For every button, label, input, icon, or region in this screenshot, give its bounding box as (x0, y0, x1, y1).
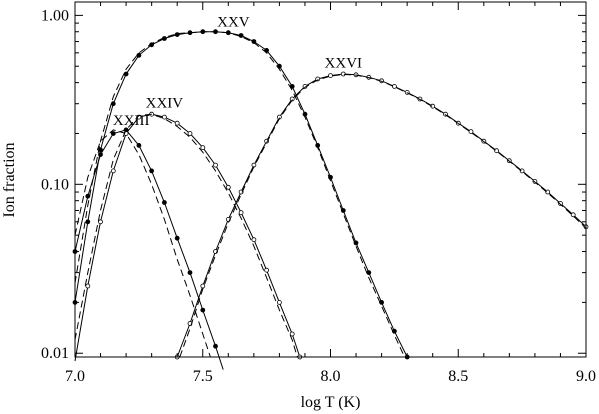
axes-layer: 7.0 7.5 8.0 8.5 9.0 0.01 0.10 1.00 (41, 2, 596, 385)
data-point (264, 267, 270, 273)
series-xxvi-dashed (179, 73, 587, 358)
data-point (225, 184, 231, 190)
data-point (353, 240, 359, 246)
data-point (494, 148, 500, 154)
data-point (85, 283, 91, 289)
data-point (110, 131, 116, 136)
x-tick-label: 7.0 (65, 368, 85, 385)
data-point (430, 103, 436, 109)
data-point (200, 283, 206, 289)
data-point (519, 168, 525, 174)
y-axis-title: Ion fraction (1, 142, 18, 217)
data-point (366, 270, 372, 276)
x-tick-label: 8.0 (321, 368, 341, 385)
data-point (468, 129, 474, 135)
data-point (213, 343, 218, 349)
data-point (136, 52, 142, 58)
ion-label-xxvi: XXVI (325, 56, 363, 72)
data-point (161, 114, 167, 120)
series-line (74, 113, 298, 358)
data-point (570, 212, 576, 218)
data-point (545, 189, 551, 195)
data-point (289, 331, 295, 337)
series-line (176, 73, 587, 358)
ion-label-xxv: XXV (217, 14, 250, 30)
x-tick-label: 8.5 (448, 368, 468, 385)
series-layer (72, 29, 589, 370)
data-point (289, 96, 295, 102)
data-point (123, 71, 129, 77)
x-axis-title: log T (K) (301, 394, 361, 411)
data-point (85, 219, 91, 225)
series-line (74, 113, 301, 362)
series-xxvi-solid (174, 71, 589, 360)
data-point (238, 189, 244, 195)
data-point (238, 33, 244, 38)
data-point (174, 120, 180, 126)
series-xxiv-solid (74, 111, 303, 362)
data-point (251, 39, 257, 44)
series-xxiii-solid (72, 127, 224, 370)
data-point (187, 270, 193, 276)
data-point (98, 219, 103, 225)
data-point (328, 73, 333, 78)
data-point (276, 299, 282, 305)
series-xxiv-dashed (74, 113, 298, 358)
series-xxiii-dashed (74, 129, 211, 358)
y-tick-label: 0.01 (41, 345, 69, 362)
data-point (110, 168, 116, 174)
data-point (187, 131, 193, 136)
ion-label-xxiii: XXIII (113, 113, 150, 129)
data-point (213, 162, 218, 168)
data-point (174, 235, 180, 241)
data-point (558, 201, 563, 206)
x-tick-label: 9.0 (576, 368, 596, 385)
data-point (149, 168, 155, 174)
series-line (74, 129, 211, 358)
data-point (174, 32, 180, 37)
data-point (238, 210, 244, 216)
y-tick-label: 1.00 (41, 7, 69, 24)
data-point (200, 145, 206, 151)
series-line (179, 73, 587, 358)
data-point (110, 101, 116, 107)
data-point (340, 71, 346, 77)
y-tick-label: 0.10 (41, 176, 69, 193)
x-tick-label: 7.5 (193, 368, 213, 385)
data-point (161, 200, 167, 205)
data-point (251, 237, 257, 243)
ion-label-xxiv: XXIV (146, 96, 184, 112)
data-point (136, 142, 142, 148)
data-point (200, 307, 206, 313)
